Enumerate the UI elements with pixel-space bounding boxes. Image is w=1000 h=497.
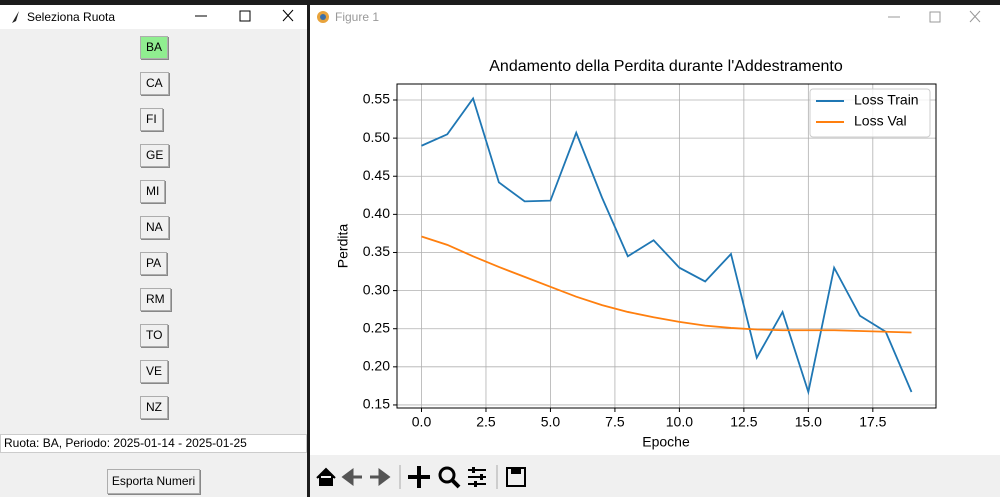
window-title: Seleziona Ruota — [27, 10, 116, 24]
x-tick-label: 12.5 — [730, 414, 757, 430]
x-tick-label: 7.5 — [605, 414, 625, 430]
chart-title: Andamento della Perdita durante l'Addest… — [489, 58, 843, 75]
app-icon — [317, 11, 329, 23]
x-tick-label: 15.0 — [795, 414, 822, 430]
ruota-button[interactable]: GE — [140, 144, 170, 167]
x-tick-label: 5.0 — [541, 414, 561, 430]
y-tick-label: 0.35 — [363, 243, 390, 259]
legend-label: Loss Val — [854, 113, 907, 129]
legend-label: Loss Train — [854, 92, 919, 108]
x-tick-label: 2.5 — [476, 414, 496, 430]
y-axis-label: Perdita — [335, 224, 351, 269]
y-tick-label: 0.50 — [363, 129, 390, 145]
x-tick-label: 0.0 — [412, 414, 432, 430]
y-tick-label: 0.20 — [363, 358, 390, 374]
y-tick-label: 0.25 — [363, 319, 390, 335]
y-tick-label: 0.30 — [363, 281, 390, 297]
status-label: Ruota: BA, Periodo: 2025-01-14 - 2025-01… — [0, 434, 307, 453]
ruota-button[interactable]: RM — [140, 288, 171, 311]
figure-window: Figure 1 — [310, 5, 1000, 497]
plot-frame — [396, 83, 937, 409]
ruota-button[interactable]: BA — [140, 36, 169, 59]
ruota-button[interactable]: FI — [140, 108, 163, 131]
toolbar-icons[interactable] — [310, 455, 530, 497]
ruota-button[interactable]: CA — [140, 72, 169, 95]
title-bar: Figure 1 — [310, 5, 1000, 29]
ruota-button[interactable]: VE — [140, 360, 169, 383]
y-tick-label: 0.15 — [363, 396, 390, 412]
window-controls[interactable] — [880, 5, 1000, 29]
y-tick-label: 0.55 — [363, 91, 390, 107]
x-tick-label: 10.0 — [666, 414, 693, 430]
y-tick-label: 0.45 — [363, 167, 390, 183]
export-button[interactable]: Esporta Numeri — [107, 469, 200, 494]
window-controls[interactable] — [187, 5, 307, 29]
x-tick-label: 17.5 — [859, 414, 886, 430]
x-axis-label: Epoche — [642, 434, 690, 450]
tk-window: Seleziona Ruota BA CA FI GE MI NA PA RM TO VE NZ R… — [0, 5, 307, 497]
title-bar: Seleziona Ruota — [0, 5, 307, 29]
app-icon — [12, 11, 19, 23]
ruota-button[interactable]: PA — [140, 252, 168, 275]
loss-line — [421, 235, 912, 334]
ruota-button[interactable]: NA — [140, 216, 169, 239]
ruota-button[interactable]: TO — [140, 324, 169, 347]
ruota-button[interactable]: NZ — [140, 396, 168, 419]
loss-line — [421, 96, 913, 396]
window-title: Figure 1 — [335, 10, 380, 24]
y-tick-label: 0.40 — [363, 205, 390, 221]
toolbar — [310, 455, 1000, 497]
ruota-button[interactable]: MI — [140, 180, 166, 203]
